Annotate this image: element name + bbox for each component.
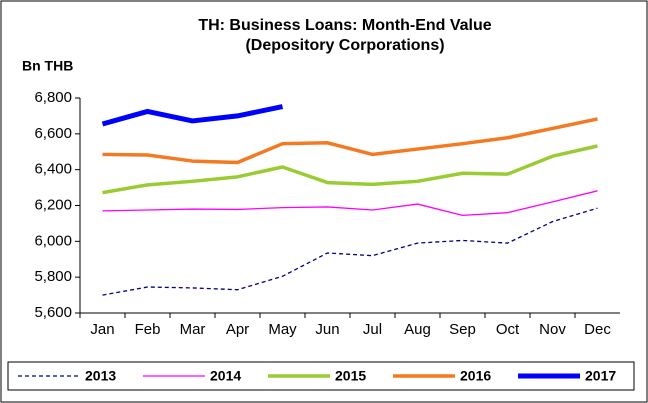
y-tick-label: 6,400 (34, 161, 72, 178)
legend-label: 2014 (210, 368, 241, 384)
chart-subtitle: (Depository Corporations) (245, 37, 444, 54)
y-tick-label: 6,800 (34, 89, 72, 106)
series-line (102, 144, 598, 195)
chart-title: TH: Business Loans: Month-End Value (198, 17, 491, 34)
x-tick-label: Oct (496, 321, 520, 338)
legend-label: 2013 (85, 368, 116, 384)
legend-label: 2015 (335, 368, 366, 384)
series-line (101, 104, 284, 127)
y-tick-label: 6,000 (34, 232, 72, 249)
legend-box (7, 361, 635, 391)
series-line (102, 190, 598, 217)
x-tick-label: Jun (315, 321, 339, 338)
x-tick-label: Nov (539, 321, 566, 338)
series-line (102, 117, 598, 165)
x-tick-label: Sep (449, 321, 476, 338)
legend-label: 2017 (585, 368, 616, 384)
x-tick-label: Feb (135, 321, 161, 338)
series-line (102, 207, 598, 296)
y-axis-label: Bn THB (22, 58, 73, 74)
x-tick-label: Apr (226, 321, 249, 338)
y-tick-label: 6,200 (34, 196, 72, 213)
y-tick-label: 5,600 (34, 304, 72, 321)
legend-label: 2016 (460, 368, 491, 384)
y-tick-label: 6,600 (34, 125, 72, 142)
x-tick-label: May (268, 321, 297, 338)
x-tick-label: Mar (180, 321, 206, 338)
x-tick-label: Dec (584, 321, 611, 338)
y-tick-label: 5,800 (34, 268, 72, 285)
x-tick-label: Aug (404, 321, 431, 338)
x-tick-label: Jul (363, 321, 382, 338)
x-tick-label: Jan (90, 321, 114, 338)
